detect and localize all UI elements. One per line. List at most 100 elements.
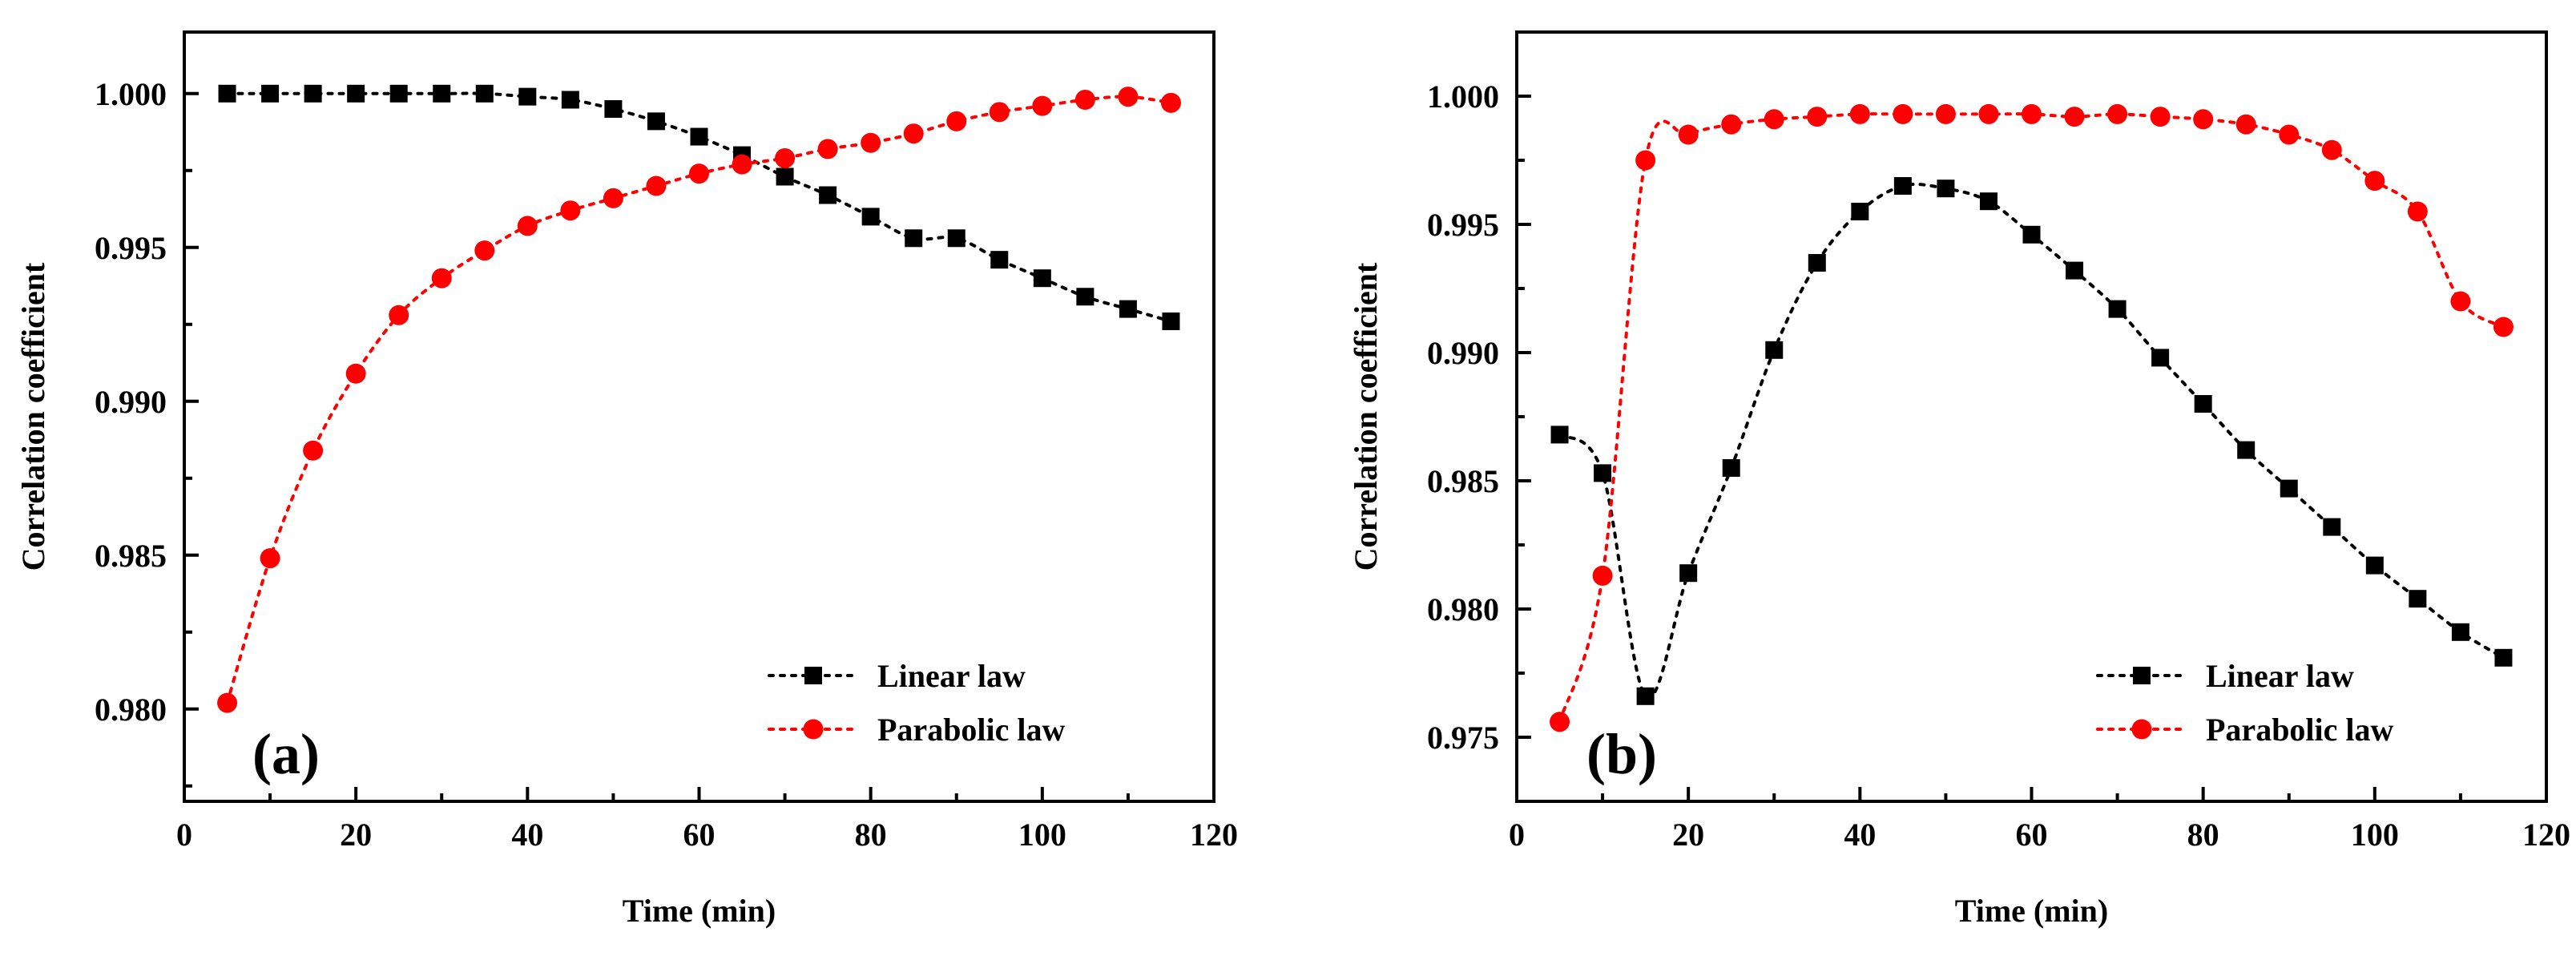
legend-marker-linear [2133, 667, 2151, 684]
data-point-linear [261, 84, 280, 103]
legend-marker-linear [804, 667, 822, 684]
data-point-linear [861, 208, 880, 226]
data-point-parabolic [2150, 107, 2171, 127]
x-tick-label: 80 [2187, 817, 2219, 853]
x-tick-label: 100 [1018, 817, 1066, 853]
y-tick-label: 0.990 [1427, 335, 1499, 371]
data-point-parabolic [389, 305, 409, 325]
data-point-linear [1119, 300, 1137, 318]
data-point-linear [819, 186, 837, 204]
data-point-linear [1808, 254, 1826, 272]
data-point-parabolic [989, 102, 1010, 123]
data-point-linear [2066, 261, 2084, 280]
y-axis-title: Correlation coefficient [15, 262, 51, 571]
data-point-linear [1979, 192, 1998, 211]
data-point-parabolic [1721, 114, 1742, 135]
data-point-parabolic [2407, 201, 2428, 222]
data-point-parabolic [1032, 95, 1053, 116]
x-tick-label: 120 [1190, 817, 1238, 853]
data-point-parabolic [646, 175, 667, 196]
chart-panel-a: 0 20 40 60 80 100 120 0.980 0.985 0.990 0.995 1.000… [15, 30, 1238, 929]
legend-label: Linear law [877, 658, 1026, 694]
y-tick-label: 0.985 [1427, 463, 1499, 499]
data-point-linear [1550, 426, 1569, 444]
data-point-parabolic [1160, 92, 1181, 113]
data-point-linear [2494, 648, 2513, 667]
data-point-linear [1076, 288, 1094, 306]
series-line-linear [1558, 183, 2505, 700]
data-point-linear [518, 87, 537, 106]
data-point-linear [1033, 269, 1051, 288]
data-point-linear [1679, 564, 1698, 583]
data-point-linear [947, 229, 965, 248]
data-point-linear [218, 84, 236, 103]
data-point-linear [647, 112, 665, 131]
y-tick-label: 0.980 [1427, 591, 1499, 627]
series-line-parabolic [225, 95, 1173, 705]
data-point-linear [2409, 590, 2427, 608]
data-point-parabolic [732, 154, 752, 175]
data-point-parabolic [817, 139, 838, 159]
data-point-linear [1851, 203, 1869, 220]
data-point-parabolic [1074, 89, 1095, 110]
data-point-linear [2280, 479, 2298, 498]
panel-label: (a) [252, 722, 320, 786]
data-point-linear [347, 84, 365, 103]
data-point-parabolic [2193, 109, 2214, 130]
data-point-parabolic [2321, 139, 2342, 160]
x-tick-label: 120 [2522, 817, 2570, 853]
plot-frame [183, 30, 1215, 803]
data-point-parabolic [1550, 712, 1570, 732]
legend-marker-parabolic [2131, 719, 2152, 740]
plot-frame [1515, 30, 2548, 803]
data-point-parabolic [2493, 317, 2514, 337]
data-point-linear [1765, 341, 1784, 359]
data-point-linear [475, 84, 494, 103]
data-point-parabolic [303, 440, 324, 461]
data-point-linear [604, 100, 623, 118]
data-point-linear [690, 127, 708, 146]
data-point-parabolic [1635, 150, 1656, 171]
data-point-linear [990, 251, 1009, 269]
x-axis-title: Time (min) [1955, 893, 2108, 929]
y-tick-label: 0.980 [95, 692, 167, 728]
data-point-parabolic [1978, 103, 1999, 124]
x-axis-title: Time (min) [623, 893, 776, 929]
data-point-parabolic [2235, 114, 2256, 135]
x-tick-label: 20 [340, 817, 372, 853]
y-tick-label: 0.995 [1427, 207, 1499, 243]
data-point-linear [2237, 441, 2256, 459]
x-tick-label: 100 [2351, 817, 2399, 853]
y-tick-label: 0.995 [95, 230, 167, 266]
data-point-parabolic [517, 216, 538, 236]
data-point-parabolic [1764, 109, 1784, 130]
data-point-linear [1594, 464, 1612, 482]
data-point-parabolic [560, 200, 581, 221]
y-tick-label: 1.000 [95, 76, 167, 112]
series-line-linear [225, 91, 1173, 323]
data-point-parabolic [260, 548, 280, 569]
data-point-parabolic [345, 363, 366, 384]
data-point-linear [2451, 623, 2469, 641]
data-point-parabolic [603, 188, 623, 208]
data-point-linear [1636, 687, 1655, 705]
data-point-parabolic [946, 111, 967, 131]
data-point-parabolic [1893, 103, 1913, 124]
y-tick-label: 0.985 [95, 538, 167, 574]
data-point-parabolic [2450, 291, 2471, 312]
data-point-linear [2194, 395, 2212, 413]
y-tick-label: 0.990 [95, 384, 167, 420]
data-point-linear [1162, 312, 1180, 330]
x-tick-label: 40 [511, 817, 543, 853]
data-point-linear [1893, 177, 1912, 195]
data-point-parabolic [1849, 103, 1870, 124]
data-point-parabolic [903, 123, 924, 144]
data-point-linear [2108, 300, 2127, 318]
data-point-parabolic [1592, 565, 1613, 586]
data-point-linear [2022, 225, 2041, 244]
data-point-linear [304, 84, 322, 103]
data-point-linear [2323, 518, 2341, 536]
x-tick-label: 40 [1844, 817, 1876, 853]
x-tick-label: 60 [683, 817, 716, 853]
